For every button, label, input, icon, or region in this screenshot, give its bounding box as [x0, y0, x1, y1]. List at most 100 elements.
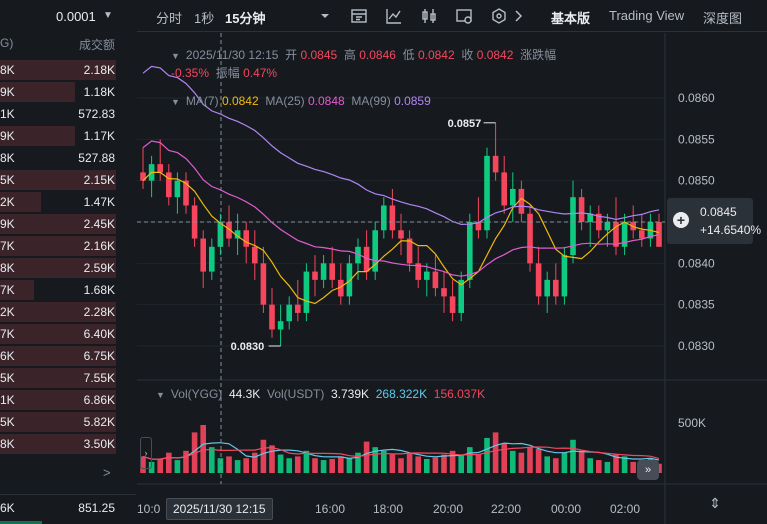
volume-bar: [475, 454, 482, 473]
candle-down: [518, 188, 525, 214]
time-tick-label: 22:00: [491, 502, 521, 516]
view-depth[interactable]: 深度图: [703, 11, 743, 26]
eye-icon[interactable]: ▼: [171, 51, 180, 61]
order-book-row[interactable]: 8K 2.18K: [0, 59, 136, 81]
interval-15m[interactable]: 15分钟: [225, 11, 266, 26]
order-book-row[interactable]: 9K 1.17K: [0, 125, 136, 147]
volume-bar: [140, 456, 146, 473]
row-volume: 572.83: [78, 107, 115, 121]
chart-area[interactable]: 0.0860 0.0855 0.0850 0.0845 0.0840 0.0835 0.08…: [137, 33, 767, 524]
price-tick-label: 0.0855: [678, 132, 715, 146]
scroll-left-button[interactable]: ›: [140, 437, 152, 469]
row-volume: 2.45K: [83, 217, 115, 231]
order-book-row[interactable]: 8K 527.88: [0, 147, 136, 169]
row-volume: 6.75K: [83, 349, 115, 363]
volume-bar: [458, 455, 464, 473]
volume-bar: [613, 454, 619, 473]
caret-down-icon[interactable]: ▼: [103, 10, 113, 21]
order-book-row[interactable]: 8K 3.50K: [0, 433, 136, 455]
row-volume: 6.40K: [83, 327, 115, 341]
volume-bar: [209, 447, 215, 473]
order-book-row[interactable]: 7K 2.16K: [0, 235, 136, 257]
price-column-label: G): [0, 36, 14, 50]
chevron-down-icon[interactable]: [316, 7, 334, 25]
order-book-row[interactable]: 2K 1.47K: [0, 191, 136, 213]
candle-down: [157, 164, 163, 173]
eye-icon[interactable]: ▼: [156, 390, 165, 400]
interval-timeline[interactable]: 分时: [156, 11, 183, 26]
candle-up: [217, 222, 224, 247]
price-tick-label: 0.0835: [678, 298, 715, 312]
current-price-tag[interactable]: + 0.0845 +14.6540%: [667, 198, 761, 244]
row-volume: 2.15K: [83, 173, 115, 187]
settings-icon[interactable]: [455, 7, 473, 25]
order-book-row[interactable]: 6K 6.75K: [0, 345, 136, 367]
order-book-row[interactable]: 9K 1.18K: [0, 81, 136, 103]
precision-select[interactable]: 0.0001: [56, 9, 96, 24]
ohlc-legend: ▼ 2025/11/30 12:15 开 0.0845 高 0.0846 低 0.…: [171, 47, 556, 82]
volume-bar: [338, 456, 344, 473]
ma99-line: [142, 65, 660, 226]
row-price: 9K: [0, 217, 15, 231]
candle-up: [621, 222, 628, 247]
order-book-row[interactable]: 7K 1.68K: [0, 279, 136, 301]
axis-resize-icon[interactable]: ⇕: [709, 495, 721, 511]
row-volume: 5.82K: [83, 415, 115, 429]
candle-up: [561, 255, 568, 297]
line-chart-icon[interactable]: [385, 7, 403, 25]
depth-bar: [0, 258, 116, 278]
volume-bar: [561, 452, 568, 473]
depth-bar: [0, 412, 116, 432]
volume-bar: [234, 460, 241, 473]
indicator-icon[interactable]: [350, 7, 368, 25]
candle-down: [406, 238, 413, 264]
volume-bar: [381, 450, 387, 473]
order-book-row[interactable]: 9K 2.45K: [0, 213, 136, 235]
candle-down: [527, 213, 533, 264]
candle-down: [656, 222, 662, 247]
order-book-row[interactable]: 5K 5.82K: [0, 411, 136, 433]
depth-bar: [0, 302, 116, 322]
view-tradingview[interactable]: Trading View: [609, 8, 685, 23]
volume-bar: [518, 452, 525, 473]
amplitude-label: 振幅: [215, 66, 240, 80]
amplitude-value: 0.47%: [243, 66, 278, 80]
candle-down: [578, 197, 585, 222]
candle-type-icon[interactable]: [420, 7, 438, 25]
candlestick-chart[interactable]: 0.0860 0.0855 0.0850 0.0845 0.0840 0.0835 0.08…: [137, 33, 767, 524]
chevron-right-icon[interactable]: [509, 7, 527, 25]
order-book-row[interactable]: 7K 6.40K: [0, 323, 136, 345]
volume-bar: [570, 439, 576, 473]
row-price: 7K: [0, 283, 15, 297]
eye-icon[interactable]: ▼: [171, 97, 180, 107]
interval-1s[interactable]: 1秒: [194, 11, 215, 26]
volume-ma-line: [142, 446, 660, 460]
order-book-row[interactable]: 1K 572.83: [0, 103, 136, 125]
order-book-row[interactable]: 2K 2.28K: [0, 301, 136, 323]
plus-icon[interactable]: +: [673, 212, 689, 228]
ma99-label: MA(99): [351, 94, 391, 108]
view-basic[interactable]: 基本版: [551, 11, 591, 26]
order-book-footer: 6K 851.25: [0, 494, 136, 524]
low-value: 0.0842: [417, 48, 455, 62]
volume-bar: [510, 450, 516, 473]
volume-bar: [553, 458, 559, 473]
low-label: 0.0830: [231, 341, 265, 353]
candle-up: [458, 279, 464, 313]
candle-up: [320, 263, 327, 280]
candle-up: [372, 230, 378, 272]
row-volume: 3.50K: [83, 437, 115, 451]
depth-bar: [0, 60, 116, 80]
chevron-right-icon[interactable]: >: [103, 465, 111, 480]
scroll-to-latest-button[interactable]: »: [637, 460, 659, 480]
volume-bar: [243, 458, 249, 473]
order-book-row[interactable]: 8K 2.59K: [0, 257, 136, 279]
order-book-row[interactable]: 5K 2.15K: [0, 169, 136, 191]
order-book-row[interactable]: 5K 7.55K: [0, 367, 136, 389]
cube-icon[interactable]: [490, 7, 508, 25]
volume-bar: [621, 456, 628, 473]
volume-bar: [329, 458, 335, 473]
high-value: 0.0846: [359, 48, 396, 62]
order-book-row[interactable]: 1K 6.86K: [0, 389, 136, 411]
candle-down: [252, 246, 258, 264]
